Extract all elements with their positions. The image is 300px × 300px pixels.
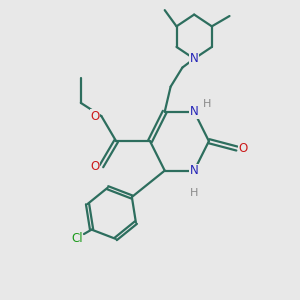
Text: O: O [239,142,248,155]
Text: N: N [190,164,199,177]
Text: O: O [90,110,100,123]
Text: N: N [190,52,199,65]
Text: H: H [203,99,212,110]
Text: O: O [90,160,100,173]
Text: H: H [190,188,198,198]
Text: Cl: Cl [71,232,83,245]
Text: N: N [190,105,199,118]
